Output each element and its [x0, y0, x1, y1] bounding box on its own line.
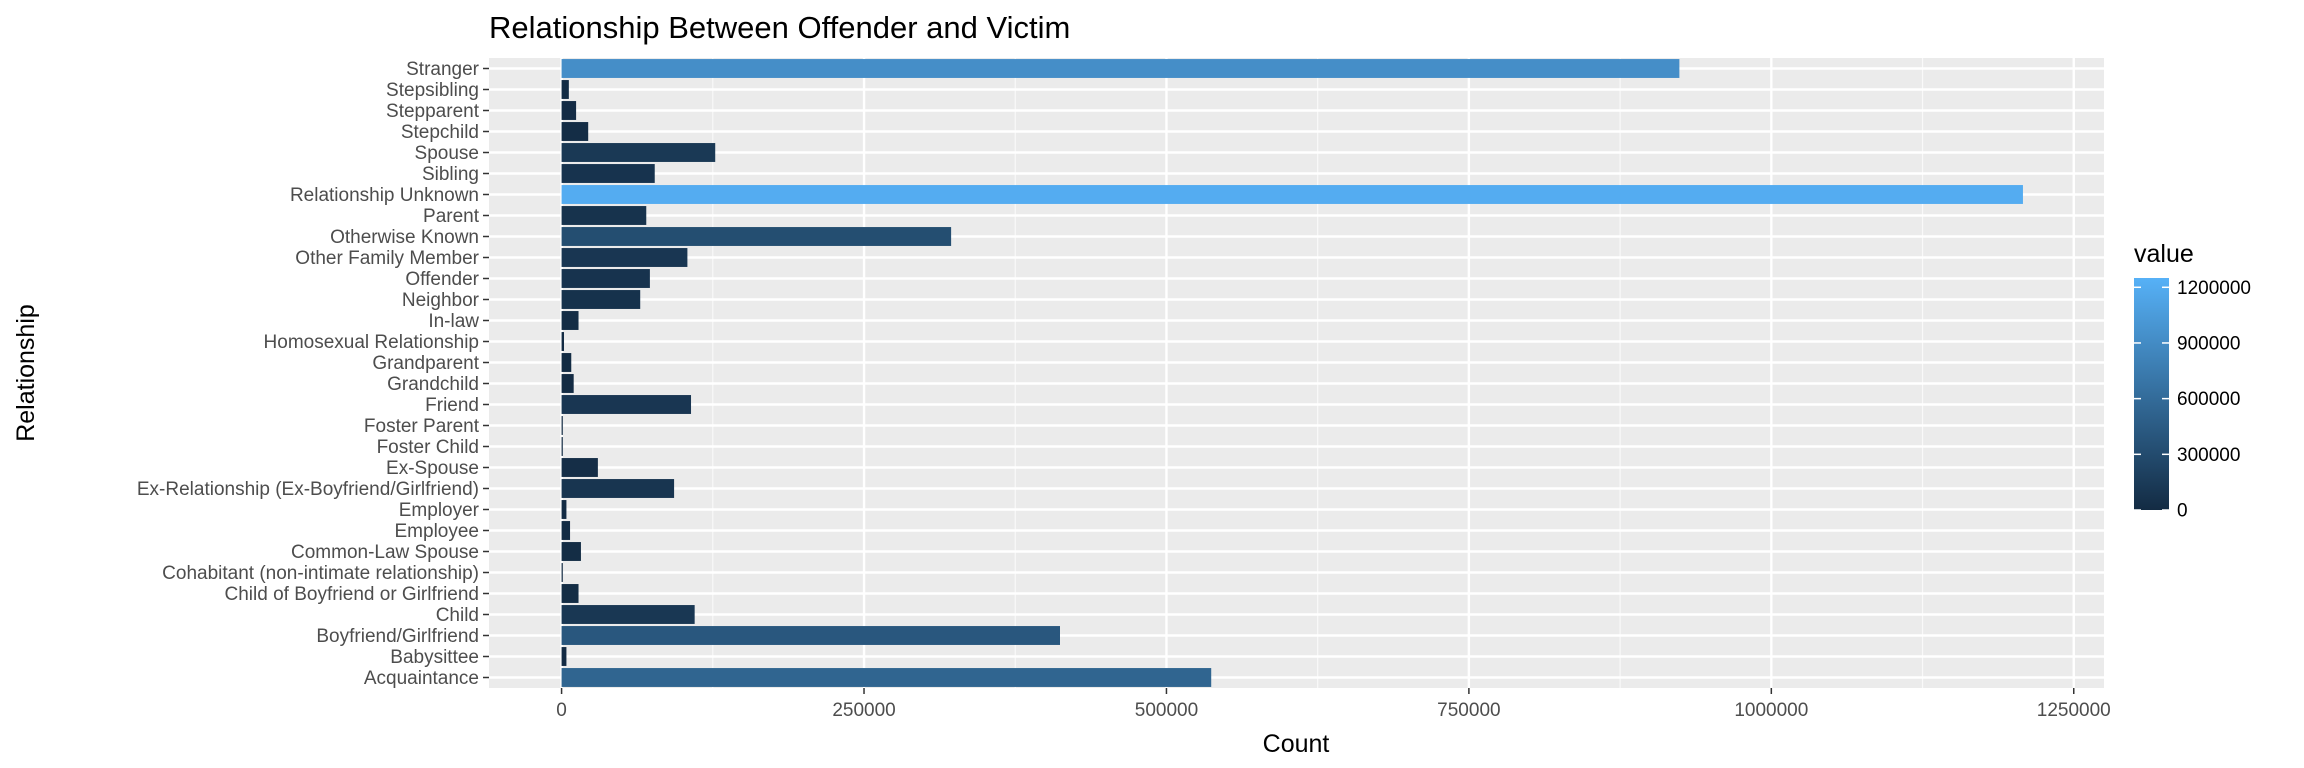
- y-tick-label: Grandchild: [387, 374, 479, 395]
- bar: [561, 185, 2023, 204]
- bar: [561, 206, 647, 225]
- bar: [561, 647, 567, 666]
- y-tick-label: Otherwise Known: [330, 227, 479, 248]
- legend-label: 0: [2177, 501, 2188, 522]
- y-tick-label: Babysittee: [390, 647, 479, 668]
- bar: [561, 416, 563, 435]
- legend: value 0 300000 600000 900000 1200000: [2134, 240, 2251, 522]
- y-tick-label: Friend: [425, 395, 479, 416]
- legend-title: value: [2134, 240, 2194, 268]
- legend-label: 300000: [2177, 445, 2240, 466]
- y-axis-title: Relationship: [12, 304, 40, 442]
- y-tick-label: Foster Child: [377, 437, 479, 458]
- y-tick-label: Other Family Member: [295, 248, 479, 269]
- legend-colorbar: [2134, 278, 2169, 510]
- bar: [561, 353, 572, 372]
- y-tick-label: Relationship Unknown: [290, 185, 479, 206]
- y-tick-label: Boyfriend/Girlfriend: [316, 626, 479, 647]
- y-tick-label: Stepparent: [386, 101, 480, 122]
- y-tick-label: Parent: [423, 206, 480, 227]
- x-tick-label: 750000: [1437, 700, 1500, 721]
- y-tick-label: Homosexual Relationship: [264, 332, 479, 353]
- chart-title: Relationship Between Offender and Victim: [489, 10, 1070, 45]
- y-tick-label: Stranger: [406, 59, 480, 80]
- bar: [561, 563, 563, 582]
- bar: [561, 458, 598, 477]
- bar: [561, 500, 567, 519]
- y-tick-label: Employee: [395, 521, 480, 542]
- y-tick-label: Common-Law Spouse: [291, 542, 479, 563]
- legend-ticks: 0 300000 600000 900000 1200000: [2134, 278, 2251, 522]
- y-tick-label: In-law: [428, 311, 479, 332]
- y-tick-label: Foster Parent: [364, 416, 480, 437]
- y-tick-label: Spouse: [415, 143, 479, 164]
- y-tick-label: Stepchild: [401, 122, 479, 143]
- bar: [561, 668, 1212, 687]
- legend-label: 600000: [2177, 389, 2240, 410]
- bar: [561, 374, 574, 393]
- bar: [561, 395, 692, 414]
- y-tick-label: Acquaintance: [364, 668, 479, 689]
- y-tick-label: Grandparent: [372, 353, 479, 374]
- y-tick-label: Stepsibling: [386, 80, 479, 101]
- x-axis: 0 250000 500000 750000 1000000 1250000: [556, 688, 2111, 721]
- x-tick-label: 0: [556, 700, 567, 721]
- y-tick-label: Employer: [399, 500, 480, 521]
- bar: [561, 227, 952, 246]
- y-tick-label: Offender: [405, 269, 479, 290]
- bar: [561, 626, 1060, 645]
- bar: [561, 584, 579, 603]
- bar: [561, 605, 695, 624]
- bar: [561, 59, 1680, 78]
- y-tick-label: Neighbor: [402, 290, 480, 311]
- bar: [561, 332, 565, 351]
- x-tick-label: 500000: [1135, 700, 1198, 721]
- bar: [561, 80, 569, 99]
- legend-label: 1200000: [2177, 278, 2251, 299]
- bar: [561, 290, 641, 309]
- y-tick-label: Ex-Relationship (Ex-Boyfriend/Girlfriend…: [137, 479, 479, 500]
- y-tick-label: Ex-Spouse: [386, 458, 479, 479]
- x-tick-label: 1250000: [2037, 700, 2111, 721]
- bar: [561, 143, 716, 162]
- y-tick-label: Child: [436, 605, 479, 626]
- bar: [561, 521, 571, 540]
- x-axis-title: Count: [1263, 730, 1330, 758]
- bar: [561, 269, 650, 288]
- bar: [561, 542, 581, 561]
- bars: [561, 59, 2023, 687]
- bar: [561, 437, 563, 456]
- bar: [561, 248, 688, 267]
- bar: [561, 479, 675, 498]
- y-axis: AcquaintanceBabysitteeBoyfriend/Girlfrie…: [137, 59, 489, 689]
- y-tick-label: Child of Boyfriend or Girlfriend: [225, 584, 480, 605]
- legend-label: 900000: [2177, 333, 2240, 354]
- plot-panel: [489, 58, 2104, 688]
- y-tick-label: Sibling: [422, 164, 479, 185]
- bar: [561, 164, 655, 183]
- x-tick-label: 1000000: [1734, 700, 1808, 721]
- bar: [561, 122, 589, 141]
- bar: [561, 311, 579, 330]
- x-tick-label: 250000: [832, 700, 895, 721]
- y-tick-label: Cohabitant (non-intimate relationship): [162, 563, 479, 584]
- bar: [561, 101, 577, 120]
